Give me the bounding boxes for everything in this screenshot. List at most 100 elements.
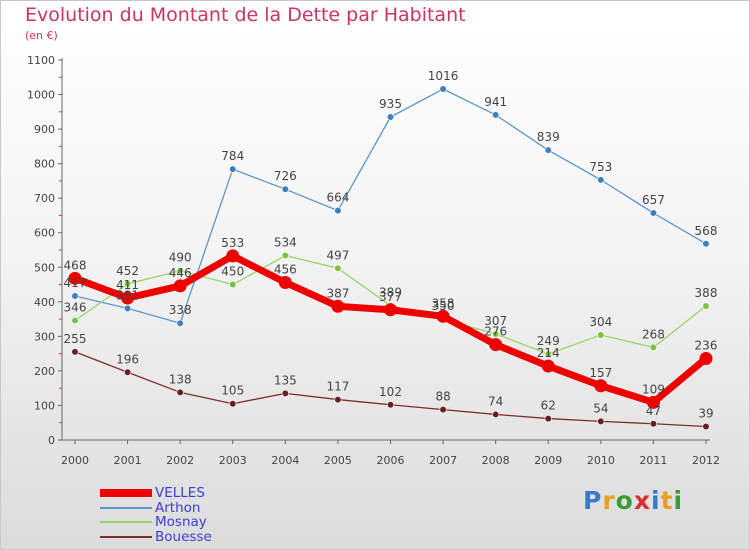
- data-point-mosnay: [597, 331, 605, 339]
- data-label-mosnay: 534: [274, 236, 297, 250]
- legend-label-mosnay: Mosnay: [155, 514, 207, 530]
- data-point-mosnay: [123, 280, 132, 288]
- data-label-velles: 446: [169, 266, 192, 280]
- logo-letter: t: [660, 486, 674, 515]
- y-tick-label: 700: [34, 192, 55, 205]
- data-point-mosnay: [334, 264, 342, 272]
- data-label-arthon: 657: [642, 193, 665, 207]
- chart-title: Evolution du Montant de la Dette par Hab…: [25, 4, 466, 26]
- legend-label-bouesse: Bouesse: [155, 529, 212, 545]
- data-label-bouesse: 196: [116, 352, 139, 366]
- x-tick-label: 2011: [639, 454, 667, 467]
- logo-letter: i: [673, 486, 684, 515]
- data-label-mosnay: 388: [695, 286, 718, 300]
- x-tick-label: 2008: [482, 454, 510, 467]
- data-label-bouesse: 62: [541, 399, 556, 413]
- data-label-arthon: 1016: [428, 69, 459, 83]
- data-point-velles: [331, 299, 345, 313]
- data-label-velles: 358: [432, 296, 455, 310]
- data-label-velles: 109: [642, 382, 665, 396]
- data-label-mosnay: 346: [64, 300, 87, 314]
- data-point-arthon: [702, 240, 710, 248]
- data-label-mosnay: 389: [379, 286, 402, 300]
- x-tick-label: 2005: [324, 454, 352, 467]
- x-tick-label: 2012: [692, 454, 720, 467]
- data-label-mosnay: 452: [116, 264, 139, 278]
- data-point-bouesse: [386, 401, 395, 409]
- y-tick-label: 800: [34, 158, 55, 171]
- data-label-velles: 157: [589, 366, 612, 380]
- data-label-arthon: 568: [695, 224, 718, 238]
- data-point-mosnay: [176, 267, 184, 275]
- chart-subtitle: (en €): [25, 29, 58, 42]
- y-tick-label: 1100: [27, 54, 55, 67]
- y-tick-label: 100: [34, 399, 55, 412]
- y-tick-label: 0: [48, 434, 55, 447]
- y-tick-label: 300: [34, 330, 55, 343]
- data-point-bouesse: [597, 417, 605, 425]
- data-point-velles: [436, 309, 450, 323]
- y-tick-label: 400: [34, 296, 55, 309]
- data-point-bouesse: [281, 389, 289, 397]
- data-label-velles: 276: [484, 325, 507, 339]
- data-point-arthon: [176, 319, 184, 327]
- data-label-velles: 468: [64, 258, 87, 272]
- data-point-bouesse: [123, 368, 132, 376]
- data-label-arthon: 664: [326, 191, 349, 205]
- data-point-arthon: [439, 85, 447, 93]
- data-label-bouesse: 54: [593, 401, 608, 415]
- data-label-arthon: 726: [274, 169, 297, 183]
- data-point-bouesse: [702, 422, 710, 431]
- data-point-arthon: [229, 165, 237, 173]
- data-label-mosnay: 490: [169, 251, 192, 265]
- data-point-velles: [489, 338, 503, 352]
- legend-swatch-mosnay: [100, 521, 152, 523]
- data-label-arthon: 753: [589, 160, 612, 174]
- data-label-bouesse: 138: [169, 372, 192, 386]
- x-tick-label: 2004: [271, 454, 299, 467]
- data-point-velles: [226, 249, 240, 263]
- x-tick-label: 2009: [534, 454, 562, 467]
- data-point-velles: [541, 359, 555, 373]
- data-point-bouesse: [334, 395, 342, 404]
- data-point-bouesse: [439, 406, 447, 414]
- data-label-velles: 236: [695, 338, 718, 352]
- data-label-arthon: 784: [221, 149, 244, 163]
- data-label-mosnay: 350: [432, 299, 455, 313]
- data-label-bouesse: 117: [326, 380, 349, 394]
- logo-letter: o: [615, 486, 634, 515]
- data-point-velles: [646, 395, 660, 409]
- legend-swatch-bouesse: [100, 536, 152, 538]
- data-point-mosnay: [702, 302, 710, 310]
- data-point-arthon: [649, 209, 658, 217]
- data-label-bouesse: 255: [64, 332, 87, 346]
- data-label-arthon: 935: [379, 97, 402, 111]
- data-point-bouesse: [649, 420, 658, 428]
- data-point-velles: [699, 351, 713, 365]
- data-point-mosnay: [71, 316, 79, 325]
- y-tick-label: 600: [34, 227, 55, 240]
- y-tick-label: 500: [34, 261, 55, 274]
- legend-label-velles: VELLES: [155, 485, 205, 501]
- data-label-bouesse: 88: [435, 390, 450, 404]
- data-label-arthon: 417: [64, 276, 87, 290]
- data-label-mosnay: 304: [589, 315, 612, 329]
- data-point-arthon: [544, 146, 552, 154]
- x-tick-label: 2010: [587, 454, 615, 467]
- data-point-bouesse: [492, 410, 500, 419]
- data-point-arthon: [334, 207, 342, 215]
- data-label-mosnay: 268: [642, 327, 665, 341]
- data-label-bouesse: 102: [379, 385, 402, 399]
- x-tick-label: 2006: [377, 454, 405, 467]
- data-point-mosnay: [281, 251, 289, 260]
- data-label-bouesse: 74: [488, 394, 503, 408]
- x-tick-label: 2001: [114, 454, 142, 467]
- legend-swatch-velles: [100, 489, 152, 497]
- data-point-bouesse: [176, 388, 184, 396]
- data-point-mosnay: [649, 343, 658, 352]
- data-point-bouesse: [229, 400, 237, 408]
- data-point-mosnay: [229, 280, 237, 289]
- x-tick-label: 2007: [429, 454, 457, 467]
